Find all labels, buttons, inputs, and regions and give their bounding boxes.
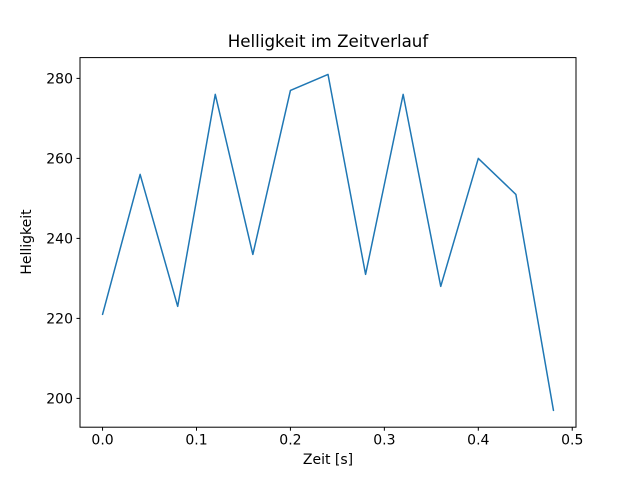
chart-title: Helligkeit im Zeitverlauf (227, 31, 429, 51)
y-tick-label: 220 (46, 311, 73, 327)
x-axis-label: Zeit [s] (302, 452, 354, 468)
x-tick-label: 0.1 (185, 433, 207, 449)
y-tick-label: 260 (46, 151, 73, 167)
x-tick-label: 0.0 (91, 433, 113, 449)
x-tick-label: 0.5 (561, 433, 583, 449)
x-tick-label: 0.2 (279, 433, 301, 449)
y-tick-label: 280 (46, 71, 73, 87)
data-line (101, 73, 555, 412)
x-tick-label: 0.4 (467, 433, 489, 449)
plot-spines (79, 57, 577, 428)
y-tick-label: 200 (46, 391, 73, 407)
y-tick-label: 240 (46, 231, 73, 247)
x-tick-label: 0.3 (373, 433, 395, 449)
